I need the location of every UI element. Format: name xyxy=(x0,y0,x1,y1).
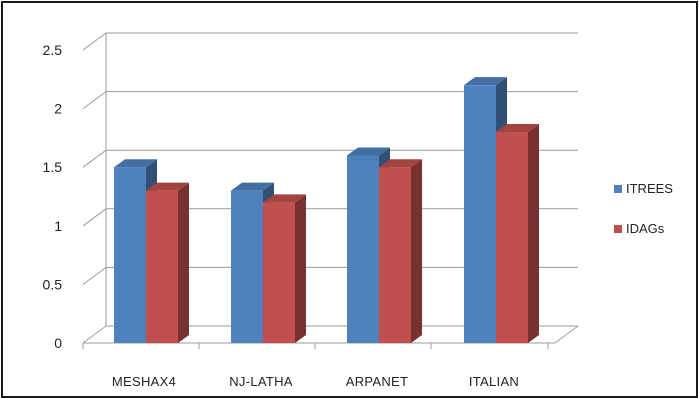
y-axis-ticks: 0 0.5 1 1.5 2 2.5 xyxy=(43,42,63,351)
bar-top xyxy=(146,182,189,191)
gridline-diagonal xyxy=(82,266,107,285)
bar-top xyxy=(231,182,274,191)
legend-label-itrees: ITREES xyxy=(626,181,673,196)
x-category-label: NJ-LATHA xyxy=(229,374,293,389)
bar-side xyxy=(178,182,189,343)
x-category-label: ARPANET xyxy=(346,374,409,389)
bar-top xyxy=(464,77,507,86)
bar-top xyxy=(347,147,390,156)
bar-front xyxy=(263,202,295,343)
bars xyxy=(114,77,539,343)
bar-top xyxy=(114,159,157,168)
bar-front xyxy=(146,190,178,343)
x-category-label: MESHAX4 xyxy=(112,374,176,389)
legend: ITREES IDAGs xyxy=(614,181,673,236)
floor-edge-diagonal xyxy=(554,325,579,344)
legend-swatch-itrees xyxy=(614,185,622,193)
y-tick-label: 1 xyxy=(54,218,62,234)
bar-front xyxy=(231,190,263,343)
bar-idags-meshax4 xyxy=(146,182,189,343)
bar-front xyxy=(496,132,528,343)
y-tick-label: 2.5 xyxy=(43,42,63,58)
bar-top xyxy=(496,124,539,133)
y-tick-label: 0.5 xyxy=(43,276,63,292)
y-tick-label: 0 xyxy=(54,335,62,351)
legend-swatch-idags xyxy=(614,225,622,233)
bar-front xyxy=(379,167,411,343)
bar-idags-italian xyxy=(496,124,539,343)
y-tick-label: 2 xyxy=(54,101,62,117)
gridline-diagonal xyxy=(82,149,107,168)
bar-front xyxy=(464,85,496,343)
bar-idags-arpanet xyxy=(379,159,422,343)
gridline-diagonal xyxy=(82,325,107,344)
bar-front xyxy=(114,167,146,343)
x-category-label: ITALIAN xyxy=(469,374,519,389)
x-axis-categories: MESHAX4 NJ-LATHA ARPANET ITALIAN xyxy=(112,374,519,389)
bar-front xyxy=(347,155,379,343)
bar-side xyxy=(528,124,539,343)
bar-side xyxy=(295,194,306,343)
gridline-diagonal xyxy=(82,32,107,51)
gridline-diagonal xyxy=(82,91,107,110)
gridline-diagonal xyxy=(82,208,107,227)
bar-top xyxy=(263,194,306,203)
bar-chart: 0 0.5 1 1.5 2 2.5 MESHAX4 NJ-LATHA ARPANET ITALI… xyxy=(43,32,673,389)
bar-top xyxy=(379,159,422,168)
bar-idags-nj-latha xyxy=(263,194,306,343)
y-tick-label: 1.5 xyxy=(43,159,63,175)
legend-label-idags: IDAGs xyxy=(626,221,665,236)
bar-side xyxy=(411,159,422,343)
